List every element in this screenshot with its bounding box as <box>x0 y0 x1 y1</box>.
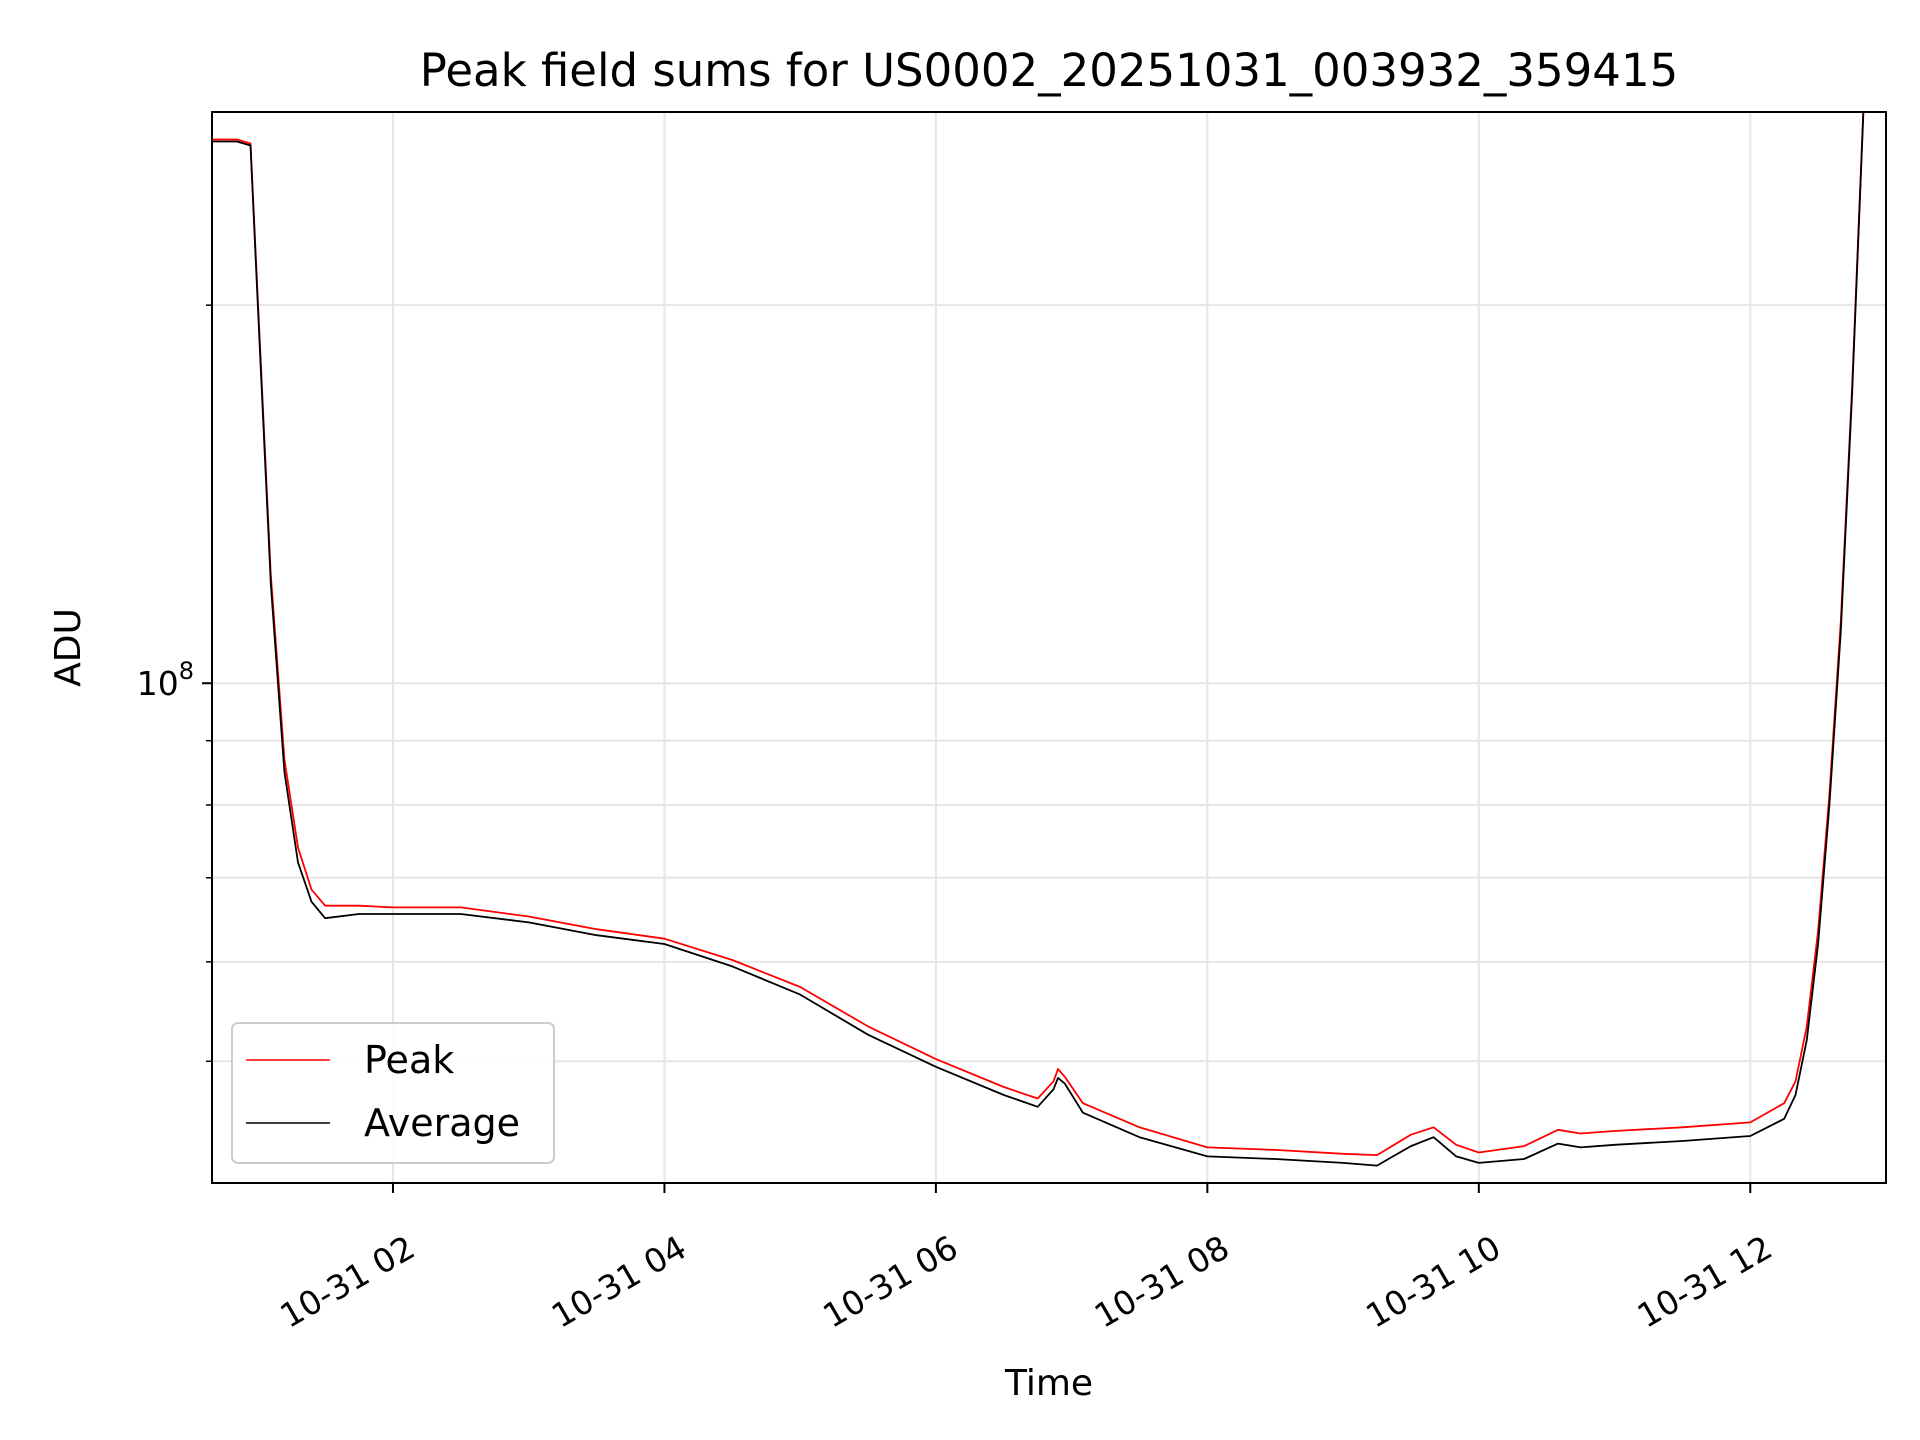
legend-box <box>231 1022 555 1164</box>
series-line-average <box>212 112 1865 1167</box>
y-tick-label: 108 <box>137 657 194 703</box>
data-layer <box>212 112 1865 1167</box>
grid-layer <box>212 112 1886 1183</box>
legend: Peak Average <box>231 1022 555 1164</box>
legend-label-average: Average <box>364 1101 520 1145</box>
y-axis-label: ADU <box>48 608 89 687</box>
legend-label-peak: Peak <box>364 1038 454 1082</box>
plot-frame <box>211 111 1887 1184</box>
x-axis-label: Time <box>1004 1363 1093 1404</box>
chart-title: Peak field sums for US0002_20251031_0039… <box>420 44 1678 97</box>
series-line-peak <box>212 112 1865 1156</box>
